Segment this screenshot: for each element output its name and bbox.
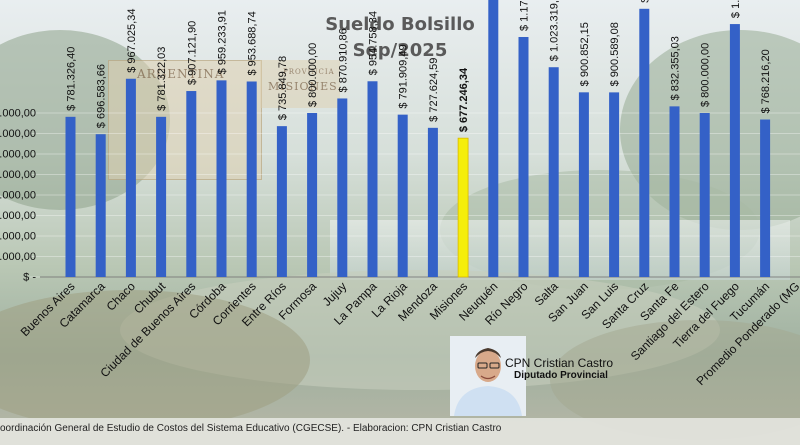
- bar-1: [95, 134, 106, 277]
- data-label: $ 800.000,00: [307, 43, 319, 107]
- bar-5: [216, 80, 227, 277]
- map-label-province: MISIONES: [268, 80, 338, 93]
- data-label: $ 953.688,74: [247, 11, 259, 75]
- y-tick-label: .000,00: [0, 190, 36, 202]
- data-label: $ 727.624,59: [428, 58, 440, 122]
- y-tick-label: .000,00: [0, 210, 36, 222]
- bar-4: [186, 91, 197, 277]
- bar-2: [125, 78, 136, 278]
- bar-14: [488, 0, 499, 277]
- data-label: $ 959.233,91: [217, 10, 229, 74]
- bar-21: [699, 113, 710, 277]
- data-label: $ 967.025,34: [126, 9, 138, 73]
- bar-15: [518, 36, 529, 277]
- bar-7: [276, 126, 287, 278]
- author-name: CPN Cristian Castro: [505, 356, 614, 370]
- data-label: $ 1.308.265,75: [639, 0, 651, 3]
- data-label: $ 900.589,08: [609, 22, 621, 86]
- data-label: $ 1.233.802,77: [730, 0, 742, 18]
- chart-subtitle: Sep/2025: [352, 40, 448, 61]
- map-label-province-small: PROVINCIA: [283, 68, 335, 76]
- data-label: $ 954.758,34: [368, 11, 380, 75]
- data-label: $ 677.246,34: [458, 67, 470, 132]
- data-label: $ 800.000,00: [700, 43, 712, 107]
- data-label: $ 781.322,03: [156, 47, 168, 111]
- data-label: $ 907.121,90: [186, 21, 198, 85]
- y-tick-label: .000,00: [0, 231, 36, 243]
- bar-6: [246, 81, 257, 277]
- data-label: $ 735.849,78: [277, 56, 289, 120]
- data-label: $ 791.909,49: [398, 44, 410, 108]
- chart-title: Sueldo Bolsillo: [325, 14, 475, 35]
- bar-12: [427, 127, 438, 277]
- bar-9: [337, 98, 348, 277]
- source-footer: oordinación General de Estudio de Costos…: [0, 423, 502, 434]
- bar-20: [669, 106, 680, 277]
- author-photo: [450, 336, 526, 416]
- data-label: $ 768.216,20: [760, 49, 772, 113]
- map-background-right: [260, 60, 340, 108]
- bar-16: [548, 67, 559, 277]
- data-label: $ 900.852,15: [579, 22, 591, 86]
- bar-22: [729, 24, 740, 277]
- bar-18: [609, 92, 620, 277]
- data-label: $ 696.583,66: [96, 64, 108, 128]
- data-label: $ 1.023.319,30: [549, 0, 561, 61]
- y-tick-label: .000,00: [0, 108, 36, 120]
- map-label-country: ARGENTINA: [137, 67, 225, 81]
- y-tick-label: .000,00: [0, 251, 36, 263]
- author-block: CPN Cristian Castro Diputado Provincial: [505, 356, 613, 381]
- bar-11: [397, 114, 408, 277]
- y-tick-label: .000,00: [0, 169, 36, 181]
- author-role: Diputado Provincial: [514, 370, 608, 381]
- data-label: $ 781.326,40: [66, 47, 78, 111]
- bar-13: [457, 137, 469, 278]
- data-label: $ 870.910,86: [337, 28, 349, 92]
- y-tick-label: $ -: [23, 272, 36, 284]
- y-tick-label: .000,00: [0, 149, 36, 161]
- y-tick-label: .000,00: [0, 128, 36, 140]
- bar-23: [760, 119, 771, 277]
- data-label: $ 832.355,03: [670, 36, 682, 100]
- bar-3: [156, 116, 167, 278]
- bar-17: [578, 92, 589, 277]
- bar-0: [65, 116, 76, 277]
- bar-19: [639, 8, 650, 278]
- data-label: $ 1.170.762,00: [519, 0, 531, 31]
- bar-8: [307, 113, 318, 277]
- bar-10: [367, 81, 378, 278]
